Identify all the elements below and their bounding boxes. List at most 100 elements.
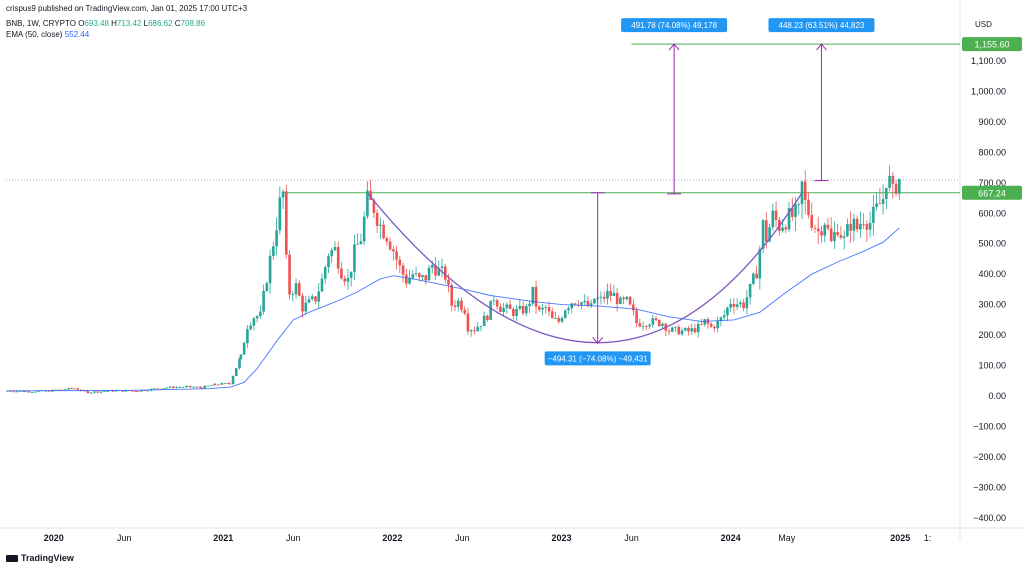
candle-body	[314, 296, 317, 302]
candle-body	[534, 286, 538, 307]
candle-body	[709, 323, 713, 327]
projection-1-arrowhead	[668, 43, 680, 51]
candle-body	[700, 323, 703, 325]
candle-body	[813, 227, 817, 229]
candle-body	[336, 246, 340, 269]
candle-body	[868, 222, 872, 230]
candle-body	[30, 392, 34, 393]
candle-body	[593, 298, 596, 304]
candle-body	[227, 383, 230, 384]
candle-body	[803, 181, 807, 200]
candle-body	[505, 304, 509, 308]
candle-body	[654, 318, 658, 320]
candle-body	[453, 305, 457, 307]
candle-body	[249, 325, 252, 330]
candle-body	[301, 295, 304, 312]
candle-body	[281, 191, 285, 198]
candle-body	[492, 300, 496, 302]
candle-body	[661, 323, 664, 326]
candle-body	[246, 329, 249, 344]
candle-body	[567, 308, 570, 311]
ema-value: 552.44	[64, 30, 90, 39]
candle-body	[583, 300, 587, 303]
candle-body	[696, 323, 700, 333]
candle-body	[294, 283, 298, 295]
ema-line: EMA (50, close) 552.44	[6, 30, 89, 40]
y-tick-label: −100.00	[973, 421, 1006, 431]
y-tick-label: 500.00	[978, 239, 1006, 249]
close-value: 708.86	[180, 19, 206, 28]
candle-body	[482, 315, 486, 327]
candle-body	[502, 307, 505, 313]
candle-body	[27, 391, 31, 393]
candle-body	[693, 328, 697, 333]
candle-body	[259, 311, 262, 317]
candles-group	[6, 165, 901, 394]
y-tick-label: 0.00	[988, 391, 1006, 401]
candle-body	[849, 224, 852, 231]
y-tick-label: 300.00	[978, 300, 1006, 310]
candle-body	[557, 318, 561, 322]
y-tick-label: −200.00	[973, 452, 1006, 462]
candle-body	[651, 318, 655, 325]
candle-body	[401, 265, 405, 275]
candle-body	[648, 324, 651, 327]
candle-body	[417, 273, 421, 278]
candle-body	[102, 391, 106, 393]
candle-body	[200, 387, 203, 389]
candle-body	[479, 326, 483, 327]
candle-body	[440, 266, 444, 269]
depth-callout-label: −494.31 (−74.08%) −49,431	[548, 354, 648, 363]
candle-body	[739, 302, 742, 305]
x-tick-label: Jun	[286, 533, 301, 543]
candle-body	[508, 304, 512, 310]
candle-body	[252, 318, 256, 326]
candle-body	[238, 358, 241, 369]
candle-body	[570, 303, 574, 309]
candle-body	[143, 390, 146, 392]
candle-body	[156, 388, 159, 390]
candle-body	[447, 279, 450, 286]
depth-arrowhead	[592, 337, 604, 345]
candle-body	[285, 191, 288, 255]
candle-body	[619, 297, 622, 304]
candle-body	[674, 326, 677, 328]
candle-body	[888, 175, 891, 188]
candle-body	[638, 323, 642, 327]
ema-line	[7, 227, 900, 392]
y-tick-label: 100.00	[978, 361, 1006, 371]
candle-body	[765, 220, 768, 242]
candle-body	[73, 388, 76, 390]
candle-body	[67, 388, 70, 390]
candle-body	[816, 228, 820, 232]
high-value: 713.42	[116, 19, 142, 28]
candle-body	[790, 207, 794, 217]
candle-body	[162, 388, 166, 389]
candle-body	[722, 315, 726, 318]
candle-body	[206, 385, 210, 387]
candle-body	[310, 296, 314, 300]
candle-body	[443, 266, 447, 280]
candle-body	[541, 307, 544, 310]
tradingview-logo[interactable]: TradingView	[6, 553, 74, 563]
candle-body	[60, 389, 64, 391]
projection-1-callout-label: 491.78 (74.08%) 49,178	[631, 21, 717, 30]
candle-body	[136, 391, 140, 393]
candle-body	[353, 244, 356, 272]
low-label: L	[143, 19, 149, 28]
candle-body	[220, 383, 224, 385]
candle-body	[304, 302, 308, 312]
candle-body	[369, 190, 372, 200]
candle-body	[612, 293, 616, 296]
candle-body	[320, 278, 324, 292]
candle-body	[175, 387, 178, 388]
candle-body	[223, 383, 227, 384]
candle-body	[427, 267, 431, 281]
candle-body	[168, 386, 172, 388]
candle-body	[560, 317, 564, 322]
candle-body	[787, 207, 791, 230]
candle-body	[839, 235, 843, 238]
projection-2-callout-label: 448.23 (63.51%) 44,823	[779, 21, 865, 30]
publisher-line: crispus9 published on TradingView.com, J…	[6, 4, 247, 14]
